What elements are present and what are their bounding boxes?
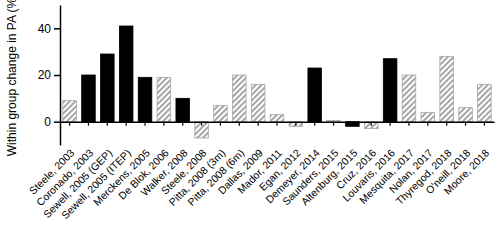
bar: [421, 112, 435, 121]
bar: [119, 26, 133, 122]
x-tick-mark: [107, 122, 108, 126]
x-tick-mark: [390, 122, 391, 126]
y-tick: 0: [44, 115, 60, 129]
bar: [195, 122, 209, 138]
x-tick-mark: [465, 122, 466, 126]
bar: [233, 75, 247, 122]
bar: [383, 59, 397, 122]
bar: [478, 84, 492, 121]
x-tick-mark: [144, 122, 145, 126]
y-axis: 0 20 40: [38, 6, 61, 146]
x-tick-mark: [201, 122, 202, 126]
x-tick-mark: [371, 122, 372, 126]
bar: [270, 115, 284, 122]
x-tick-mark: [182, 122, 183, 126]
y-tick-label: 40: [38, 22, 52, 36]
bar: [251, 84, 265, 121]
x-tick-mark: [408, 122, 409, 126]
x-tick-mark: [333, 122, 334, 126]
x-tick-mark: [126, 122, 127, 126]
bar: [63, 101, 77, 122]
bar: [138, 77, 152, 121]
x-tick-mark: [276, 122, 277, 126]
x-tick-mark: [352, 122, 353, 126]
bar: [214, 105, 228, 121]
bar: [459, 108, 473, 122]
y-tick-mark: [54, 28, 60, 30]
x-tick-mark: [88, 122, 89, 126]
x-tick-mark: [163, 122, 164, 126]
x-tick-mark: [295, 122, 296, 126]
x-tick-mark: [446, 122, 447, 126]
bar: [440, 56, 454, 121]
y-tick: 40: [38, 22, 60, 36]
bar: [176, 98, 190, 121]
bar: [157, 77, 171, 121]
x-tick-mark: [220, 122, 221, 126]
x-tick-mark: [484, 122, 485, 126]
x-tick: Thyregod, 2018: [393, 122, 454, 207]
y-axis-title: Within group change in PA (%): [5, 0, 19, 156]
x-axis: Steele, 2003Coronado, 2003Sewell, 2005 (…: [26, 122, 494, 221]
x-tick-label: Moore, 2018: [441, 146, 491, 196]
x-tick-mark: [314, 122, 315, 126]
y-tick: 20: [38, 68, 60, 82]
bar: [402, 75, 416, 122]
x-tick: Moore, 2018: [441, 122, 491, 197]
y-tick-label: 20: [38, 68, 52, 82]
bar: [101, 54, 115, 122]
x-tick-mark: [427, 122, 428, 126]
bar: [308, 68, 322, 122]
bars: [63, 26, 491, 138]
y-tick-label: 0: [44, 115, 51, 129]
x-tick-mark: [69, 122, 70, 126]
x-tick-mark: [239, 122, 240, 126]
y-tick-mark: [54, 121, 60, 123]
bar: [82, 75, 96, 122]
chart: 0 20 40 Steele, 2003Coronado, 2003Sewell, 2…: [0, 0, 500, 232]
y-tick-mark: [54, 75, 60, 77]
x-tick-mark: [258, 122, 259, 126]
